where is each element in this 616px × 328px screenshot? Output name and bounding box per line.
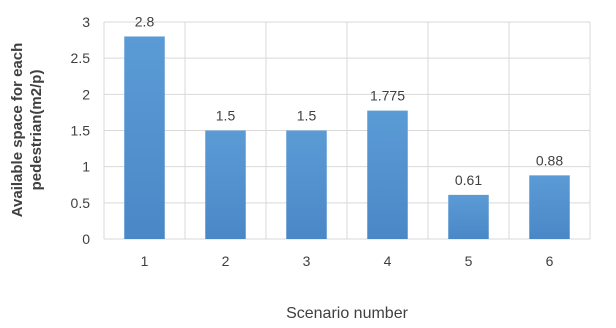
- data-label: 0.61: [455, 172, 482, 188]
- x-axis-ticks: 1 2 3 4 5 6: [141, 253, 554, 269]
- y-axis-ticks: 0 0.5 1 1.5 2 2.5 3: [71, 14, 91, 247]
- bar: [367, 110, 408, 239]
- y-tick-label: 2.5: [71, 50, 91, 66]
- gridlines: [103, 21, 591, 240]
- y-tick-label: 1: [82, 159, 90, 175]
- y-axis-title: Available space for each pedestrian(m2/p…: [9, 43, 45, 218]
- y-tick-label: 1.5: [71, 123, 91, 139]
- x-tick-label: 4: [384, 253, 392, 269]
- bar: [286, 130, 327, 239]
- bar: [124, 36, 165, 239]
- x-tick-label: 5: [465, 253, 473, 269]
- bar: [448, 194, 489, 239]
- bar: [529, 175, 570, 239]
- x-tick-label: 6: [546, 253, 554, 269]
- data-label: 1.5: [297, 108, 317, 124]
- data-label: 0.88: [536, 152, 563, 168]
- bars: [124, 36, 570, 239]
- x-tick-label: 2: [222, 253, 230, 269]
- bar: [205, 130, 246, 239]
- data-labels: 2.8 1.5 1.5 1.775 0.61 0.88: [135, 13, 564, 187]
- y-tick-label: 3: [82, 14, 90, 30]
- x-axis-title: Scenario number: [286, 305, 409, 322]
- data-label: 1.775: [370, 88, 405, 104]
- y-tick-label: 2: [82, 86, 90, 102]
- y-tick-label: 0: [82, 231, 90, 247]
- data-label: 1.5: [216, 108, 236, 124]
- x-tick-label: 3: [303, 253, 311, 269]
- y-tick-label: 0.5: [71, 195, 91, 211]
- x-tick-label: 1: [141, 253, 149, 269]
- y-axis-title-line-1: Available space for each: [9, 43, 26, 218]
- y-axis-title-line-2: pedestrian(m2/p): [28, 70, 45, 191]
- data-label: 2.8: [135, 13, 155, 29]
